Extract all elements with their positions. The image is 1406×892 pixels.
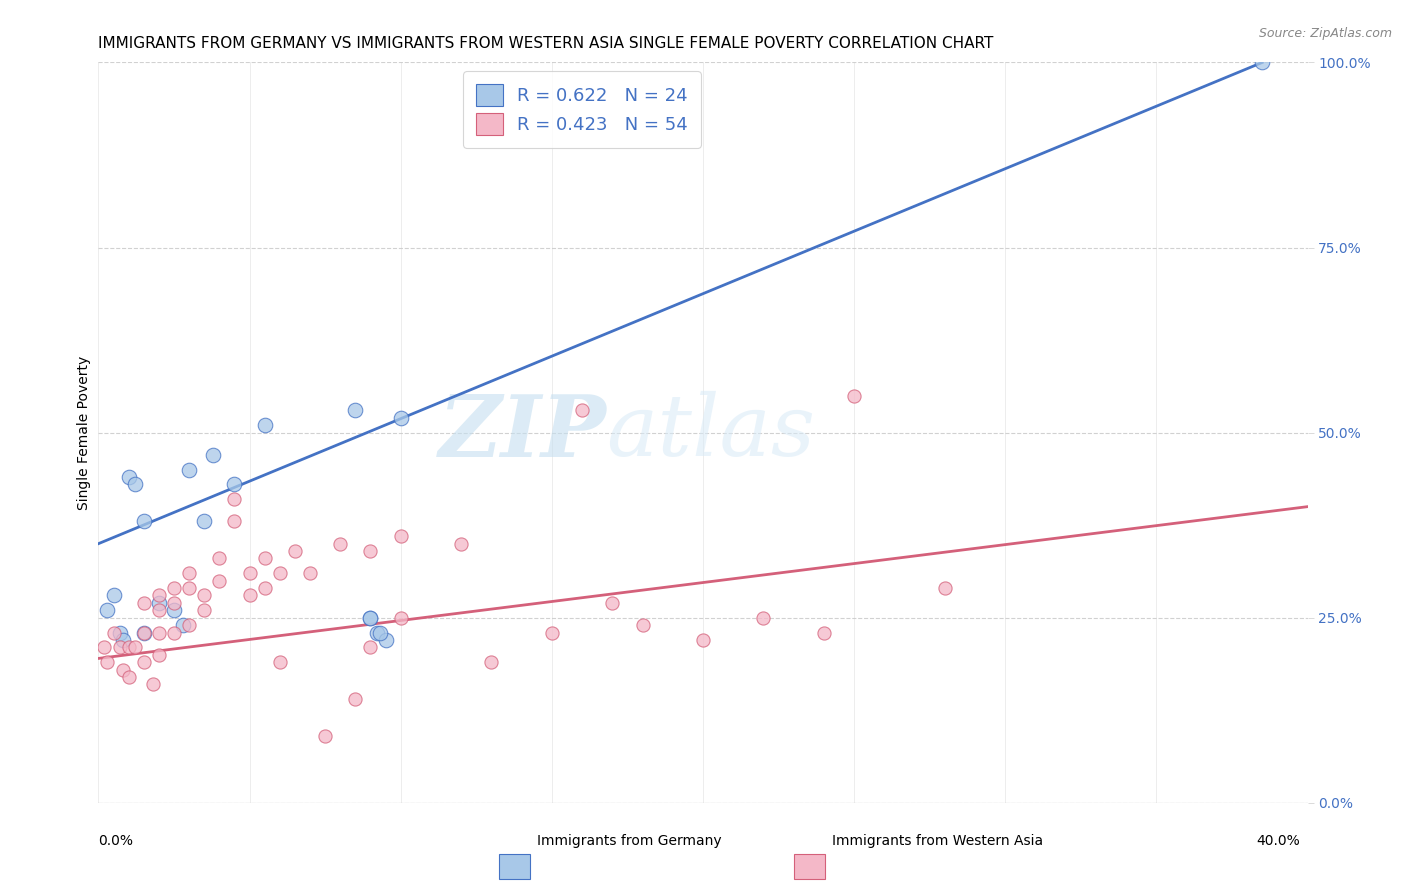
Text: Immigrants from Western Asia: Immigrants from Western Asia bbox=[832, 834, 1043, 848]
Point bbox=[148, 625, 170, 640]
Point bbox=[193, 515, 215, 529]
Point bbox=[253, 418, 276, 433]
Point bbox=[314, 729, 336, 743]
Point bbox=[481, 655, 503, 669]
Point bbox=[179, 581, 201, 595]
Point bbox=[299, 566, 322, 581]
Point bbox=[202, 448, 225, 462]
Point bbox=[111, 663, 134, 677]
Point bbox=[253, 551, 276, 566]
Point bbox=[269, 566, 291, 581]
Text: IMMIGRANTS FROM GERMANY VS IMMIGRANTS FROM WESTERN ASIA SINGLE FEMALE POVERTY CO: IMMIGRANTS FROM GERMANY VS IMMIGRANTS FR… bbox=[98, 36, 994, 51]
Point bbox=[752, 611, 775, 625]
Point bbox=[571, 403, 593, 417]
Point bbox=[366, 625, 388, 640]
Point bbox=[148, 648, 170, 662]
Point bbox=[179, 618, 201, 632]
Point bbox=[96, 603, 118, 617]
Point bbox=[844, 389, 866, 403]
Point bbox=[224, 492, 246, 507]
Point bbox=[329, 537, 352, 551]
Point bbox=[142, 677, 165, 691]
Point bbox=[368, 625, 391, 640]
Text: atlas: atlas bbox=[606, 392, 815, 474]
Point bbox=[118, 640, 141, 655]
Point bbox=[239, 566, 262, 581]
Point bbox=[1251, 55, 1274, 70]
Point bbox=[934, 581, 956, 595]
Point bbox=[360, 611, 382, 625]
Point bbox=[111, 632, 134, 647]
Point bbox=[253, 581, 276, 595]
Point bbox=[96, 655, 118, 669]
Point bbox=[132, 655, 155, 669]
Point bbox=[360, 611, 382, 625]
Point bbox=[148, 589, 170, 603]
Point bbox=[813, 625, 835, 640]
Point bbox=[389, 611, 412, 625]
Point bbox=[163, 596, 186, 610]
Point bbox=[124, 640, 146, 655]
Point bbox=[208, 551, 231, 566]
Text: Source: ZipAtlas.com: Source: ZipAtlas.com bbox=[1258, 27, 1392, 40]
Point bbox=[224, 515, 246, 529]
Point bbox=[450, 537, 472, 551]
Point bbox=[103, 589, 125, 603]
Point bbox=[163, 603, 186, 617]
Point bbox=[179, 463, 201, 477]
Point bbox=[374, 632, 396, 647]
Point bbox=[103, 625, 125, 640]
Point bbox=[193, 603, 215, 617]
Text: Immigrants from Germany: Immigrants from Germany bbox=[537, 834, 721, 848]
Point bbox=[132, 515, 155, 529]
Point bbox=[132, 625, 155, 640]
Point bbox=[269, 655, 291, 669]
Point bbox=[148, 603, 170, 617]
Point bbox=[208, 574, 231, 588]
Text: 0.0%: 0.0% bbox=[98, 834, 134, 848]
Point bbox=[239, 589, 262, 603]
Point bbox=[132, 625, 155, 640]
Point bbox=[224, 477, 246, 491]
Point bbox=[360, 544, 382, 558]
Point bbox=[118, 670, 141, 684]
Text: 40.0%: 40.0% bbox=[1257, 834, 1301, 848]
Point bbox=[93, 640, 115, 655]
Point bbox=[108, 640, 131, 655]
Point bbox=[631, 618, 654, 632]
Legend: R = 0.622   N = 24, R = 0.423   N = 54: R = 0.622 N = 24, R = 0.423 N = 54 bbox=[464, 71, 700, 148]
Point bbox=[179, 566, 201, 581]
Y-axis label: Single Female Poverty: Single Female Poverty bbox=[77, 356, 91, 509]
Text: ZIP: ZIP bbox=[439, 391, 606, 475]
Point bbox=[163, 581, 186, 595]
Point bbox=[193, 589, 215, 603]
Point bbox=[163, 625, 186, 640]
Point bbox=[360, 640, 382, 655]
Point bbox=[602, 596, 624, 610]
Point bbox=[284, 544, 307, 558]
Point bbox=[132, 596, 155, 610]
Point bbox=[389, 529, 412, 543]
Point bbox=[148, 596, 170, 610]
Point bbox=[692, 632, 714, 647]
Point bbox=[172, 618, 194, 632]
Point bbox=[389, 410, 412, 425]
Point bbox=[541, 625, 564, 640]
Point bbox=[344, 403, 367, 417]
Point bbox=[118, 470, 141, 484]
Point bbox=[124, 477, 146, 491]
Point bbox=[108, 625, 131, 640]
Point bbox=[344, 692, 367, 706]
